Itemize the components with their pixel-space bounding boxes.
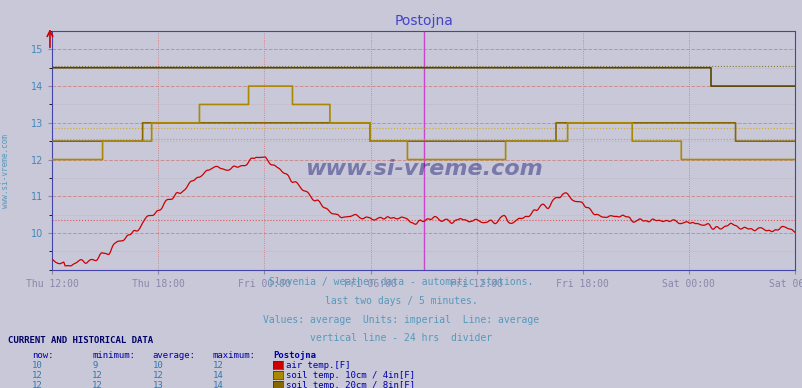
Text: 12: 12 bbox=[152, 371, 163, 380]
Text: 14: 14 bbox=[213, 381, 223, 388]
Text: 10: 10 bbox=[32, 361, 43, 370]
Text: Postojna: Postojna bbox=[273, 351, 316, 360]
Text: soil temp. 10cm / 4in[F]: soil temp. 10cm / 4in[F] bbox=[286, 371, 415, 380]
Text: last two days / 5 minutes.: last two days / 5 minutes. bbox=[325, 296, 477, 306]
Text: 14: 14 bbox=[213, 371, 223, 380]
Text: CURRENT AND HISTORICAL DATA: CURRENT AND HISTORICAL DATA bbox=[8, 336, 153, 345]
Text: average:: average: bbox=[152, 351, 196, 360]
Text: www.si-vreme.com: www.si-vreme.com bbox=[1, 134, 10, 208]
Text: 9: 9 bbox=[92, 361, 98, 370]
Text: minimum:: minimum: bbox=[92, 351, 136, 360]
Text: Slovenia / weather data - automatic stations.: Slovenia / weather data - automatic stat… bbox=[269, 277, 533, 288]
Text: 12: 12 bbox=[32, 381, 43, 388]
Text: 12: 12 bbox=[32, 371, 43, 380]
Text: vertical line - 24 hrs  divider: vertical line - 24 hrs divider bbox=[310, 333, 492, 343]
Text: 12: 12 bbox=[92, 381, 103, 388]
Title: Postojna: Postojna bbox=[394, 14, 452, 28]
Text: soil temp. 20cm / 8in[F]: soil temp. 20cm / 8in[F] bbox=[286, 381, 415, 388]
Text: maximum:: maximum: bbox=[213, 351, 256, 360]
Text: 13: 13 bbox=[152, 381, 163, 388]
Text: air temp.[F]: air temp.[F] bbox=[286, 361, 350, 370]
Text: now:: now: bbox=[32, 351, 54, 360]
Text: 12: 12 bbox=[92, 371, 103, 380]
Text: 12: 12 bbox=[213, 361, 223, 370]
Text: www.si-vreme.com: www.si-vreme.com bbox=[304, 159, 542, 179]
Text: 10: 10 bbox=[152, 361, 163, 370]
Text: Values: average  Units: imperial  Line: average: Values: average Units: imperial Line: av… bbox=[263, 315, 539, 325]
